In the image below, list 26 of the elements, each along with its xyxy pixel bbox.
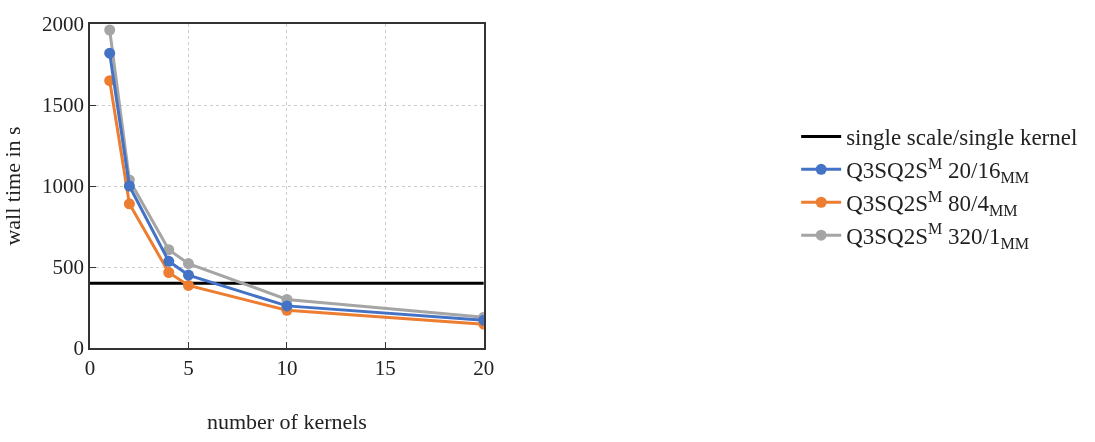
x-tick-label: 5 [183, 355, 194, 380]
point [104, 47, 116, 59]
y-axis-title: wall time in s [0, 126, 26, 246]
y-tick-label: 1000 [42, 174, 85, 199]
y-tick-label: 2000 [42, 12, 85, 37]
point [163, 255, 175, 267]
y-tick-label: 1500 [42, 93, 85, 118]
point [123, 198, 135, 210]
x-axis-title: number of kernels [206, 409, 367, 435]
y-tick-label: 500 [52, 255, 85, 280]
point [163, 244, 175, 256]
x-tick-label: 10 [276, 355, 298, 380]
point [163, 267, 175, 279]
legend-label: Q3SQ2S$^{M}$ 20/16$_{MM}$ [846, 154, 1030, 187]
point [182, 258, 194, 270]
legend-label: Q3SQ2S$^{M}$ 320/1$_{MM}$ [846, 220, 1030, 252]
point [123, 180, 135, 192]
x-tick-label: 15 [374, 355, 396, 380]
x-tick-label: 20 [473, 355, 495, 380]
point [104, 24, 116, 36]
legend-label: Q3SQ2S$^{M}$ 80/4$_{MM}$ [846, 187, 1018, 220]
legend-label: single scale/single kernel [846, 125, 1078, 151]
point [182, 279, 194, 291]
y-tick-label: 0 [73, 336, 85, 361]
point [281, 300, 293, 312]
point [182, 269, 194, 281]
